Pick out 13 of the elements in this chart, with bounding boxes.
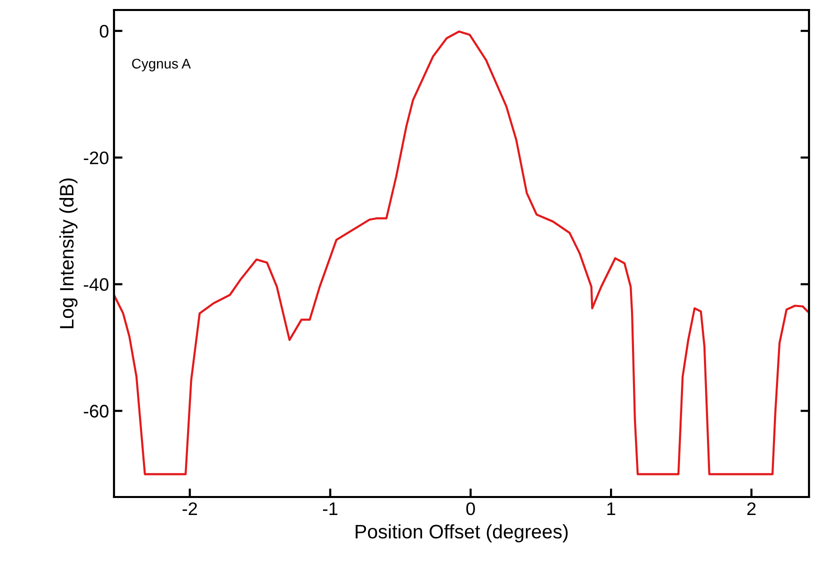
y-tick-label: -60 [84,404,108,418]
x-tick-label: 0 [466,502,475,516]
y-tick-label: -20 [84,151,108,164]
x-axis-title: Position Offset (degrees) [356,524,568,542]
y-tick-label: 0 [100,24,108,38]
line-series [114,30,809,476]
x-tick-label: -1 [322,502,338,515]
y-axis-title: Log Intensity (dB) [59,178,78,328]
annotation: Cygnus A [132,58,191,72]
x-tick-label: 2 [747,502,756,515]
y-tick-label: -40 [84,278,108,291]
x-tick-label: 1 [607,502,616,515]
x-tick-label: -2 [182,502,197,515]
